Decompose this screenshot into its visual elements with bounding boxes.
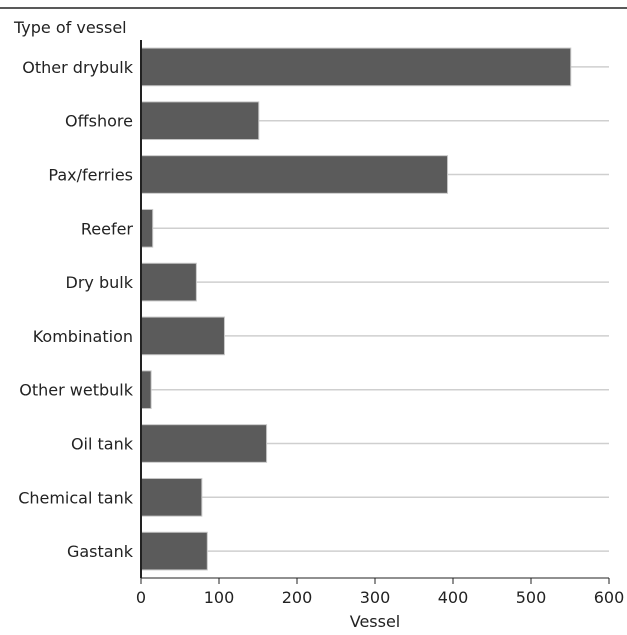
x-tick-label: 200	[282, 588, 313, 607]
category-label: Other drybulk	[22, 58, 133, 77]
x-tick-label: 300	[360, 588, 391, 607]
category-label: Reefer	[81, 219, 134, 238]
category-label: Offshore	[65, 112, 133, 131]
bar	[140, 316, 225, 356]
category-label: Other wetbulk	[19, 381, 133, 400]
x-axis-title: Vessel	[350, 612, 401, 631]
x-tick-label: 600	[594, 588, 625, 607]
bar	[140, 370, 152, 410]
category-label: Dry bulk	[66, 273, 134, 292]
x-tick-label: 0	[136, 588, 146, 607]
category-label: Gastank	[67, 542, 134, 561]
bar	[140, 101, 260, 141]
bar	[140, 531, 208, 571]
category-label: Oil tank	[71, 435, 134, 454]
x-tick-label: 100	[204, 588, 235, 607]
x-tick-label: 400	[438, 588, 469, 607]
category-labels: Other drybulk Offshore Pax/ferries Reefer Dr…	[18, 58, 134, 561]
category-label: Kombination	[33, 327, 133, 346]
x-ticks: 0 100 200 300 400 500 600	[136, 578, 624, 607]
bar	[140, 477, 203, 517]
bar	[140, 208, 154, 248]
x-tick-label: 500	[516, 588, 547, 607]
bar	[140, 155, 449, 194]
bar	[140, 47, 572, 87]
bars	[140, 47, 572, 571]
category-label: Chemical tank	[18, 488, 134, 507]
bar	[140, 424, 268, 463]
bar	[140, 262, 197, 302]
y-axis-title: Type of vessel	[13, 18, 127, 37]
category-label: Pax/ferries	[48, 166, 133, 185]
